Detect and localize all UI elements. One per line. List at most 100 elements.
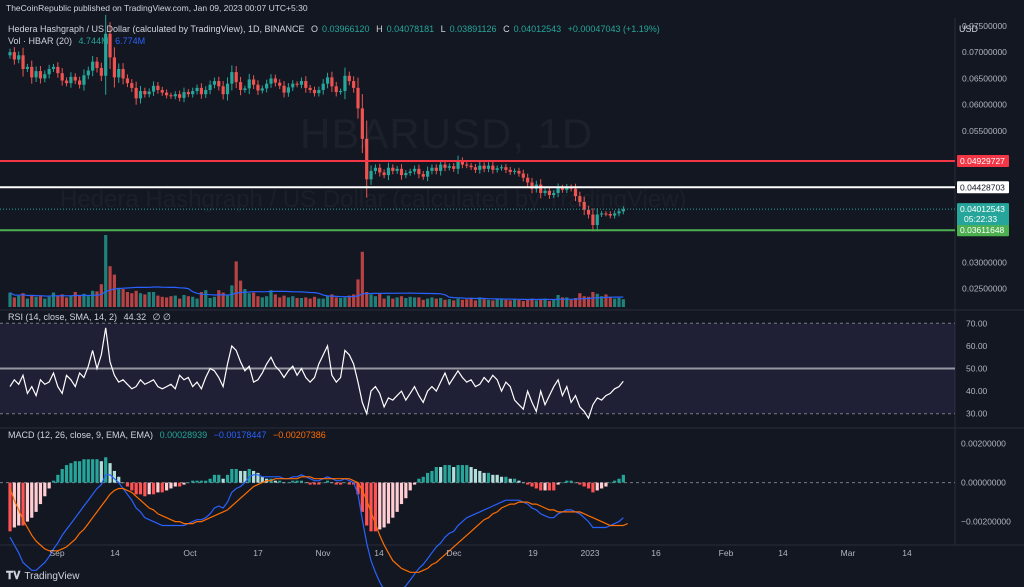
- candle-body: [478, 165, 482, 170]
- candle-body: [95, 61, 99, 68]
- volume-bar: [295, 298, 299, 307]
- candle-body: [604, 213, 608, 215]
- macd-histogram-bar: [347, 482, 351, 485]
- macd-histogram-bar: [491, 474, 495, 483]
- volume-bar: [473, 300, 478, 307]
- macd-histogram-bar: [447, 465, 451, 483]
- volume-bar: [151, 292, 156, 307]
- symbol-title[interactable]: Hedera Hashgraph / US Dollar (calculated…: [8, 24, 305, 34]
- candle-body: [208, 84, 212, 90]
- time-tick-label: 17: [253, 548, 263, 558]
- price-tick-label: 0.07000000: [962, 47, 1007, 57]
- macd-histogram-bar: [382, 482, 386, 528]
- candle-body: [486, 165, 491, 169]
- candle-body: [78, 80, 82, 85]
- macd-histogram-bar: [208, 478, 212, 483]
- volume-bar: [104, 235, 108, 307]
- macd-histogram-bar: [586, 482, 591, 489]
- macd-histogram-bar: [151, 482, 156, 495]
- candle-body: [108, 33, 112, 58]
- macd-histogram-bar: [95, 459, 99, 483]
- ohlc-open: 0.03966120: [322, 24, 370, 34]
- candle-body: [556, 187, 560, 193]
- candle-body: [321, 83, 325, 90]
- time-tick-label: 14: [778, 548, 788, 558]
- candle-body: [308, 87, 312, 90]
- candle-body: [260, 88, 264, 91]
- time-tick-label: 2023: [581, 548, 600, 558]
- volume-bar: [552, 299, 556, 307]
- macd-histogram-bar: [34, 482, 38, 512]
- volume-bar: [343, 297, 347, 307]
- volume-value: 4.744M: [78, 36, 109, 46]
- macd-histogram-bar: [343, 482, 347, 484]
- volume-bar: [391, 298, 395, 307]
- candle-body: [121, 68, 125, 79]
- candle-body: [112, 57, 116, 78]
- macd-histogram-bar: [191, 480, 195, 483]
- macd-histogram-bar: [430, 470, 434, 483]
- candle-body: [278, 82, 282, 86]
- volume-bar: [430, 297, 434, 307]
- candle-body: [125, 78, 130, 84]
- volume-bar: [156, 295, 160, 307]
- volume-bar: [521, 301, 525, 307]
- macd-legend[interactable]: MACD (12, 26, close, 9, EMA, EMA) 0.0002…: [8, 430, 330, 440]
- candle-body: [526, 177, 530, 183]
- macd-histogram-bar: [547, 482, 551, 491]
- volume-bar: [130, 293, 134, 307]
- candle-body: [182, 92, 186, 98]
- macd-histogram-bar: [360, 482, 364, 512]
- time-tick-label: 16: [651, 548, 661, 558]
- candle-body: [434, 167, 438, 171]
- ohlc-open-label: O: [310, 24, 318, 34]
- candle-body: [513, 170, 517, 172]
- volume-bar: [34, 296, 38, 307]
- macd-histogram-bar: [617, 478, 621, 483]
- candle-body: [312, 89, 317, 94]
- macd-histogram-bar: [439, 467, 443, 483]
- price-tick-label: 0.03000000: [962, 257, 1007, 267]
- volume-bar: [513, 299, 517, 307]
- candle-body: [230, 72, 234, 84]
- candle-body: [452, 166, 456, 169]
- candle-body: [465, 164, 469, 166]
- macd-histogram-bar: [104, 457, 108, 483]
- macd-histogram-bar: [64, 465, 69, 483]
- volume-bar: [12, 297, 16, 307]
- macd-histogram-bar: [134, 482, 138, 495]
- candle-body: [199, 87, 203, 95]
- macd-histogram-bar: [169, 482, 173, 489]
- volume-bar: [238, 280, 243, 307]
- volume-legend[interactable]: Vol · HBAR (20) 4.744M 6.774M: [8, 36, 149, 46]
- candle-body: [134, 87, 138, 99]
- volume-bar: [60, 294, 64, 307]
- candle-body: [491, 165, 495, 170]
- candle-body: [86, 70, 90, 76]
- volume-bar: [160, 296, 164, 307]
- candle-body: [156, 85, 160, 90]
- rsi-label: RSI (14, close, SMA, 14, 2): [8, 312, 118, 322]
- candle-body: [369, 170, 373, 180]
- macd-histogram-bar: [465, 465, 469, 483]
- macd-histogram-bar: [582, 482, 586, 487]
- macd-histogram-bar: [473, 468, 478, 483]
- candle-body: [399, 168, 404, 176]
- candle-body: [291, 83, 295, 88]
- macd-histogram-bar: [478, 470, 482, 483]
- macd-histogram-bar: [108, 463, 112, 483]
- candle-body: [360, 108, 364, 139]
- macd-histogram-bar: [325, 480, 330, 483]
- macd-histogram-bar: [426, 472, 430, 483]
- macd-histogram-bar: [600, 482, 604, 489]
- candle-body: [191, 91, 195, 95]
- volume-bar: [225, 295, 230, 307]
- time-tick-label: Oct: [183, 548, 197, 558]
- volume-bar: [417, 297, 421, 307]
- macd-histogram-bar: [304, 482, 308, 484]
- macd-histogram-bar: [30, 482, 34, 518]
- candle-body: [60, 73, 64, 81]
- rsi-legend[interactable]: RSI (14, close, SMA, 14, 2) 44.32 ∅ ∅: [8, 312, 175, 323]
- volume-bar: [334, 297, 338, 307]
